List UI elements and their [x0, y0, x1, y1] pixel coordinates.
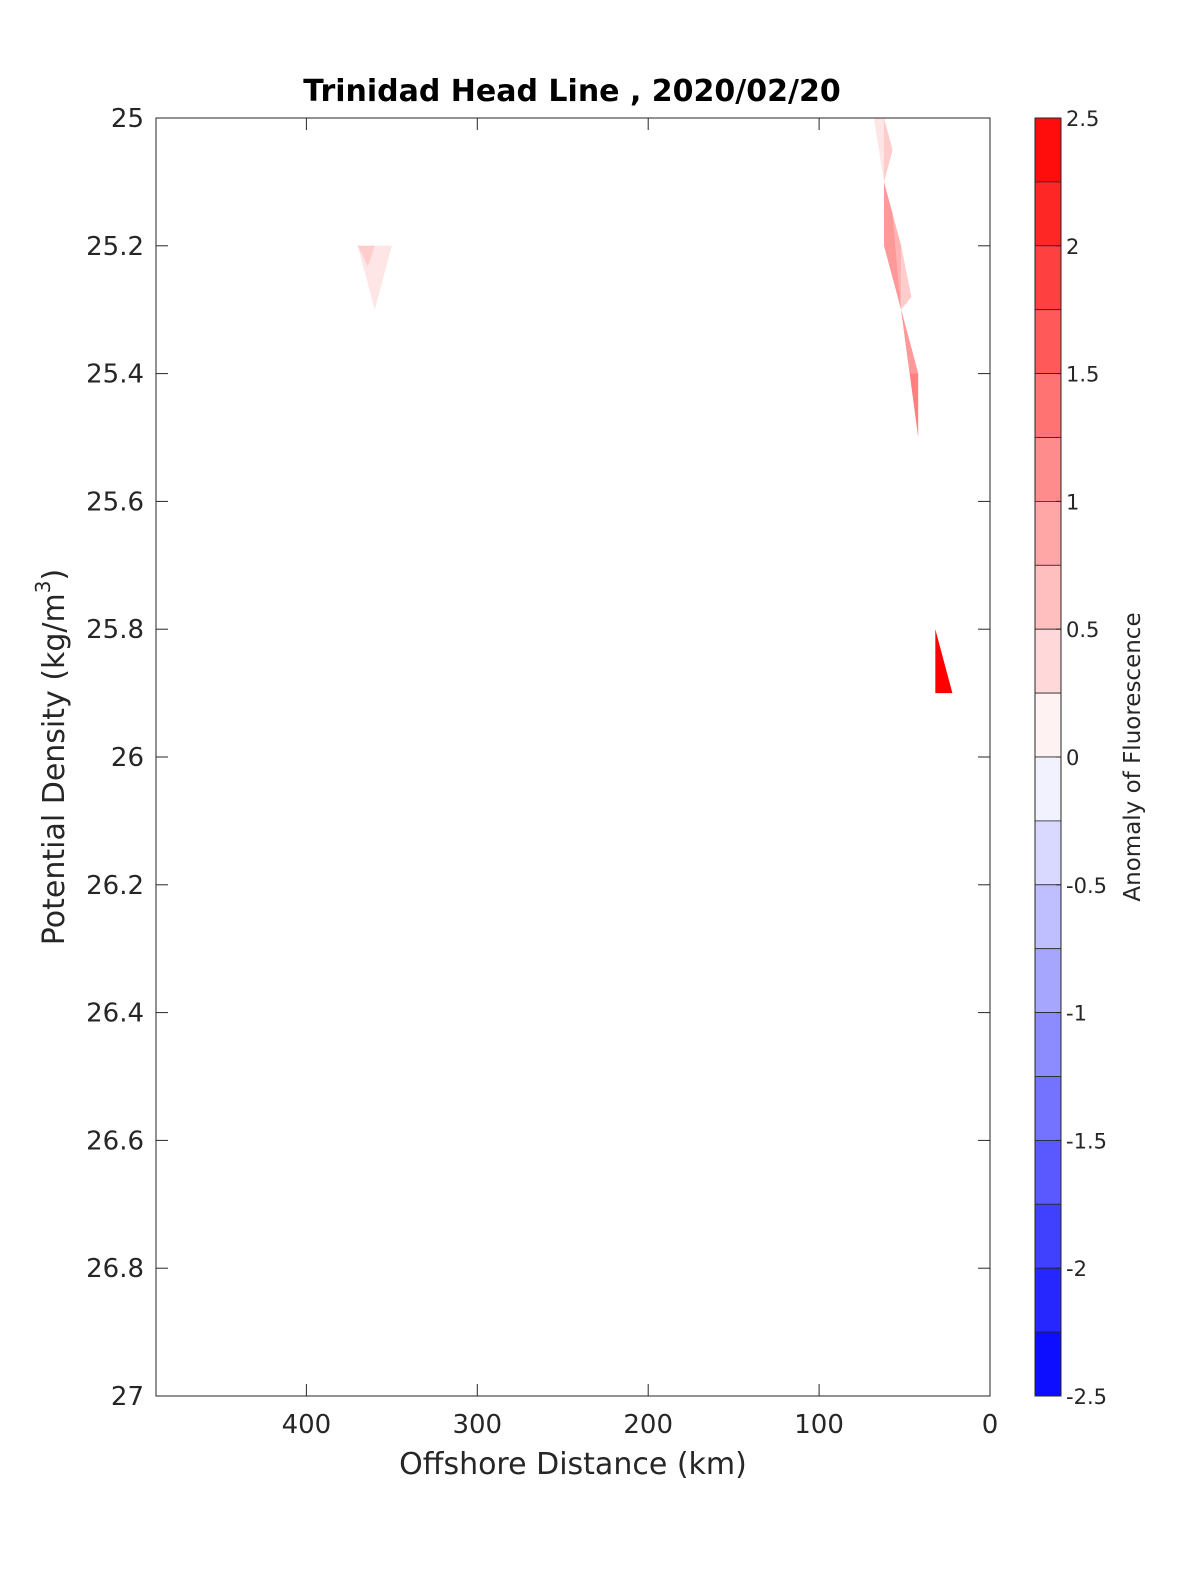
y-tick-label: 26.2	[86, 871, 144, 901]
anomaly-region-2	[873, 118, 884, 182]
y-tick-label: 25.4	[86, 360, 144, 390]
y-tick-label: 27	[111, 1382, 144, 1412]
colorbar-tick-label: 2.5	[1066, 107, 1099, 131]
y-axis-label-tail: )	[37, 569, 72, 581]
x-tick-label: 400	[282, 1410, 332, 1440]
x-tick-label: 100	[794, 1410, 844, 1440]
colorbar-segment	[1034, 884, 1062, 950]
colorbar-tick-label: -0.5	[1066, 874, 1107, 898]
colorbar-segment	[1034, 948, 1062, 1014]
colorbar-segment	[1034, 628, 1062, 694]
colorbar-segment	[1034, 692, 1062, 758]
colorbar-tick-label: 0	[1066, 746, 1079, 770]
y-tick-label: 26.6	[86, 1126, 144, 1156]
colorbar-segment	[1034, 181, 1062, 247]
colorbar-segment	[1034, 373, 1062, 438]
colorbar-segment	[1034, 245, 1062, 311]
anomaly-region-1	[357, 245, 375, 267]
colorbar-segment	[1034, 117, 1062, 183]
colorbar-tick-label: -2.5	[1066, 1385, 1107, 1409]
y-axis-label-superscript: 3	[31, 580, 55, 593]
x-tick-label: 0	[982, 1410, 999, 1440]
chart-title: Trinidad Head Line , 2020/02/20	[303, 74, 840, 109]
y-tick-label: 26.8	[86, 1254, 144, 1284]
colorbar-tick-label: -1	[1066, 1002, 1087, 1026]
anomaly-region-7	[901, 309, 919, 438]
anomaly-regions	[357, 118, 953, 694]
y-tick-label: 26	[111, 743, 144, 773]
colorbar-segment	[1034, 1267, 1062, 1333]
colorbar-segment	[1034, 1012, 1062, 1077]
y-axis: 25 25.2 25.4 25.6 25.8 26 26.2 26.4 26.6 26.8 27	[86, 104, 990, 1412]
colorbar-tick-label: -1.5	[1066, 1129, 1107, 1153]
y-tick-label: 25.8	[86, 615, 144, 645]
anomaly-region-5	[884, 181, 902, 310]
anomaly-region-4	[884, 181, 902, 310]
x-tick-label: 300	[452, 1410, 502, 1440]
y-axis-label-main: Potential Density (kg/m	[37, 593, 72, 945]
colorbar-tick-label: -2	[1066, 1257, 1087, 1281]
y-tick-label: 25.6	[86, 487, 144, 517]
colorbar-tick-label: 0.5	[1066, 618, 1099, 642]
colorbar-label: Anomaly of Fluorescence	[1120, 612, 1146, 901]
colorbar-segment	[1034, 756, 1062, 822]
y-tick-label: 25.2	[86, 232, 144, 262]
y-tick-label: 26.4	[86, 999, 144, 1029]
colorbar-segment	[1034, 1331, 1062, 1397]
colorbar: 2.5 2 1.5 1 0.5 0 -0.5 -1 -1.5 -2 -2.5	[1034, 107, 1107, 1409]
anomaly-region-6	[901, 245, 912, 310]
colorbar-segment	[1034, 820, 1062, 886]
plot-area-frame	[155, 117, 991, 1397]
y-tick-label: 25	[111, 104, 144, 134]
colorbar-tick-label: 1.5	[1066, 363, 1099, 387]
colorbar-segment	[1034, 1076, 1062, 1141]
x-axis-label: Offshore Distance (km)	[399, 1447, 747, 1482]
anomaly-region-8	[901, 309, 919, 374]
colorbar-segment	[1034, 309, 1062, 375]
colorbar-segment	[1034, 564, 1062, 630]
colorbar-segment	[1034, 437, 1062, 502]
x-tick-label: 200	[623, 1410, 673, 1440]
colorbar-tick-label: 2	[1066, 235, 1079, 259]
anomaly-region-9	[935, 629, 953, 694]
colorbar-segment	[1034, 1140, 1062, 1205]
anomaly-region-3	[884, 118, 893, 182]
y-axis-label: Potential Density (kg/m3)	[31, 569, 72, 945]
colorbar-segment	[1034, 500, 1062, 566]
colorbar-tick-label: 1	[1066, 490, 1079, 514]
colorbar-segment	[1034, 1203, 1062, 1269]
x-axis: 400 300 200 100 0	[282, 118, 999, 1440]
